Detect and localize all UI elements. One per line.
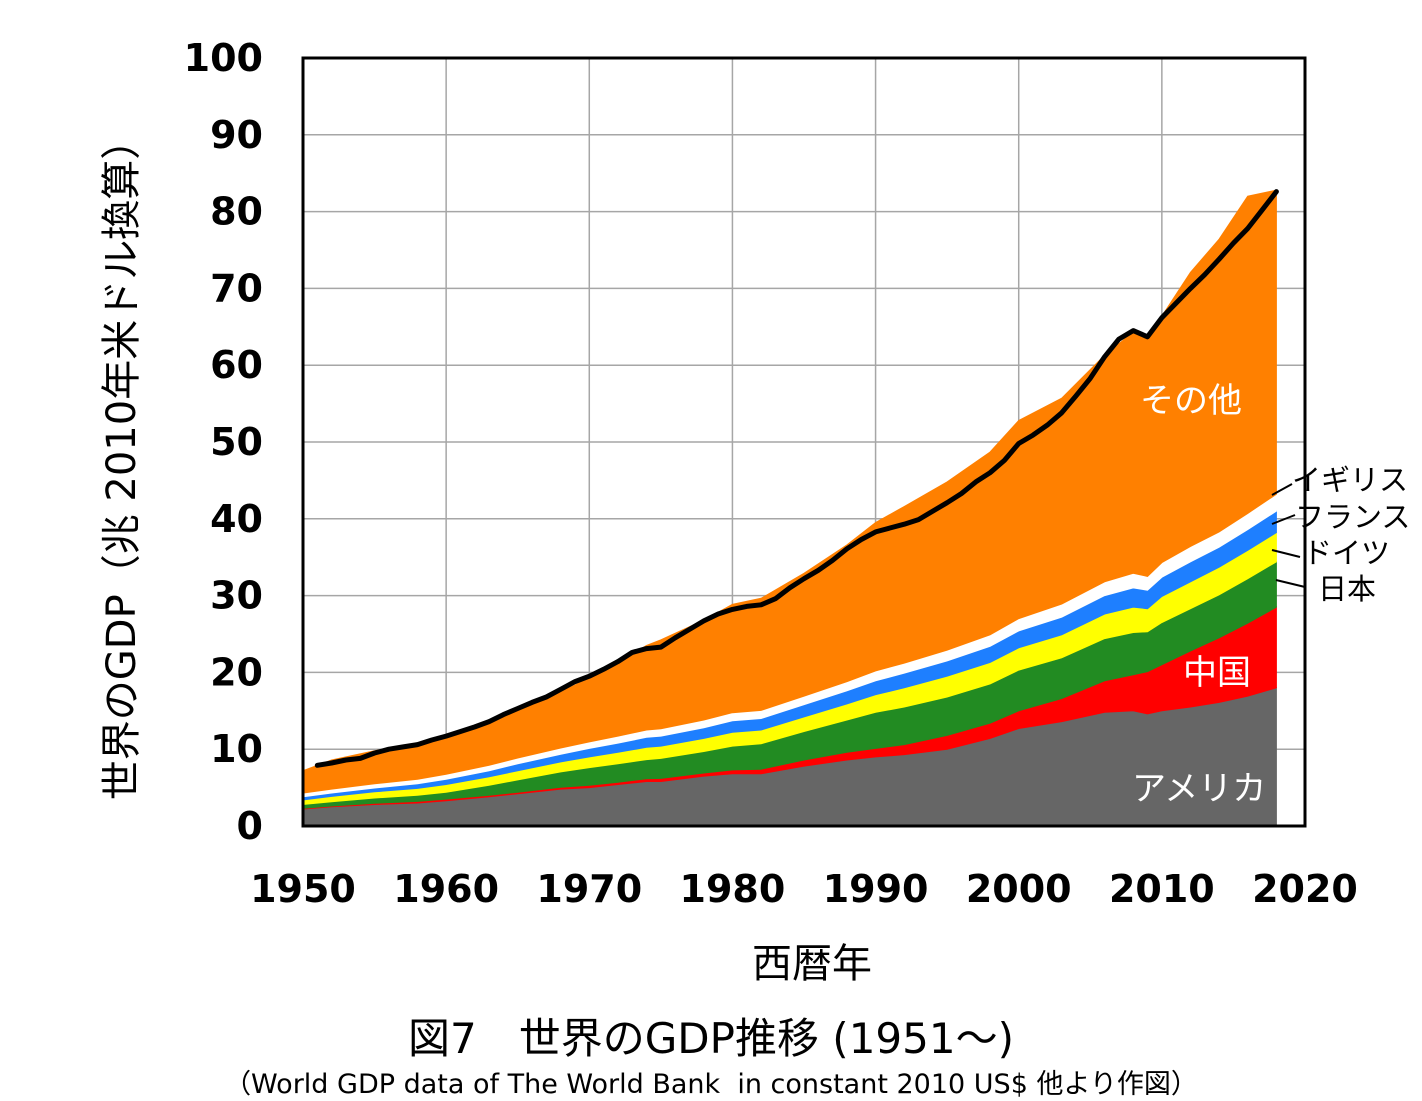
plot-frame <box>301 56 1307 828</box>
y-tick-label: 20 <box>210 650 263 694</box>
label-usa: アメリカ <box>1132 769 1266 809</box>
y-tick-label: 40 <box>210 497 263 541</box>
y-tick-label: 60 <box>210 343 263 387</box>
x-tick-label: 1970 <box>536 867 642 911</box>
x-tick-label: 2010 <box>1109 867 1215 911</box>
world-total-line <box>314 189 1279 768</box>
callout-uk: イギリス <box>1271 463 1408 497</box>
x-tick-label: 1950 <box>250 867 356 911</box>
y-tick-label: 10 <box>210 727 263 771</box>
figure-caption-title: 図7 世界のGDP推移 (1951～) <box>408 1014 1014 1063</box>
callout-france-label: フランス <box>1295 500 1410 534</box>
label-others: その他 <box>1140 381 1242 421</box>
y-tick-label: 90 <box>210 113 263 157</box>
x-tick-label: 2020 <box>1252 867 1358 911</box>
y-axis-title: 世界のGDP（兆 2010年米ドル換算） <box>99 120 145 800</box>
x-tick-label: 1980 <box>680 867 786 911</box>
x-axis-ticks: 1950 1960 1970 1980 1990 2000 2010 2020 <box>250 867 1358 911</box>
callout-germany: ドイツ <box>1271 536 1390 570</box>
x-tick-label: 2000 <box>966 867 1072 911</box>
figure-caption-source: （World GDP data of The World Bank in con… <box>224 1069 1198 1100</box>
y-tick-label: 80 <box>210 190 263 234</box>
y-tick-label: 100 <box>184 36 263 80</box>
y-tick-label: 30 <box>210 574 263 618</box>
callout-germany-leader <box>1271 549 1301 558</box>
callout-uk-label: イギリス <box>1292 463 1408 497</box>
y-axis-ticks: 0 10 20 30 40 50 60 70 80 90 100 <box>184 36 263 848</box>
x-tick-label: 1990 <box>823 867 929 911</box>
callout-japan-leader <box>1275 579 1306 588</box>
label-china: 中国 <box>1183 653 1251 693</box>
stacked-areas <box>302 189 1277 827</box>
area-その他 <box>302 189 1277 794</box>
callout-uk-leader <box>1271 483 1293 496</box>
x-tick-label: 1960 <box>393 867 499 911</box>
y-tick-label: 70 <box>210 266 263 310</box>
callout-france-leader <box>1271 514 1296 525</box>
callout-japan: 日本 <box>1275 572 1376 606</box>
y-tick-label: 0 <box>237 804 263 848</box>
y-tick-label: 50 <box>210 420 263 464</box>
callout-japan-label: 日本 <box>1318 572 1376 606</box>
callout-france: フランス <box>1271 500 1410 534</box>
callout-germany-label: ドイツ <box>1303 536 1390 570</box>
x-axis-title: 西暦年 <box>752 941 872 987</box>
